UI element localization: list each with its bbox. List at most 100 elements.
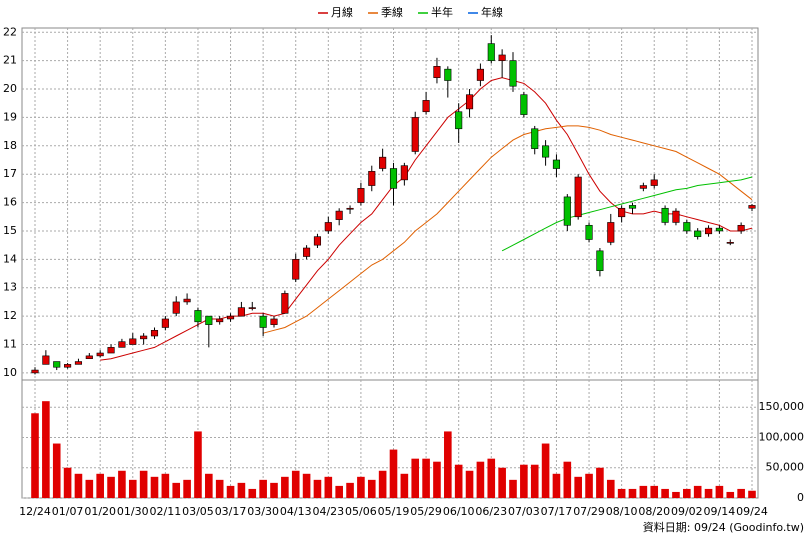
y-tick-label: 11 (3, 338, 17, 351)
candle-body (389, 168, 398, 189)
y-tick-label: 16 (3, 196, 17, 209)
x-tick-label: 03/17 (215, 505, 247, 518)
candle-body (42, 355, 50, 365)
candle-body (140, 335, 148, 340)
candle-body (324, 222, 332, 232)
volume-bar (585, 473, 593, 498)
volume-bar (172, 482, 181, 498)
volume-bar (498, 467, 506, 498)
candle-body (53, 361, 61, 368)
volume-bar (52, 443, 61, 498)
y-tick-label: 14 (3, 252, 17, 265)
candle-body (542, 145, 550, 158)
candle-body (400, 165, 408, 181)
x-tick-label: 05/29 (410, 505, 442, 518)
candle-body (129, 338, 137, 345)
volume-bar (661, 488, 669, 498)
candle-body (748, 205, 756, 209)
candle-body (574, 176, 582, 218)
x-tick-label: 09/24 (736, 505, 768, 518)
legend-label: 年線 (481, 5, 503, 19)
x-tick-label: 03/05 (182, 505, 214, 518)
candle-body (531, 128, 539, 149)
x-tick-label: 07/29 (573, 505, 605, 518)
candle-body (520, 94, 528, 115)
volume-bar (194, 431, 202, 498)
volume-bar (248, 488, 257, 498)
volume-bar (552, 473, 561, 498)
candle-body (596, 250, 604, 272)
x-tick-label: 12/24 (19, 505, 51, 518)
y-tick-label: 20 (3, 82, 17, 95)
volume-bar (737, 488, 745, 498)
volume-bar (465, 470, 474, 498)
volume-bar (520, 464, 528, 498)
volume-bar (346, 482, 354, 498)
volume-bar (74, 473, 83, 498)
volume-bar (628, 488, 637, 498)
candle-body (694, 230, 702, 237)
candle-body (248, 307, 256, 309)
volume-bar (617, 488, 626, 498)
candle-body (455, 111, 463, 130)
y-tick-label: 22 (3, 25, 17, 38)
candle-body (552, 159, 561, 169)
volume-bar (650, 485, 659, 498)
y-tick-label: 17 (3, 167, 17, 180)
x-tick-label: 07/17 (541, 505, 573, 518)
candle-body (194, 310, 202, 323)
candle-body (715, 227, 723, 232)
candle-body (313, 236, 322, 246)
volume-bar (389, 449, 398, 498)
volume-bar (422, 458, 430, 498)
volume-bar (715, 485, 724, 498)
volume-bar (574, 476, 582, 498)
candle-body (509, 60, 517, 87)
volume-bar (683, 488, 691, 498)
y-tick-label: 15 (3, 224, 17, 237)
x-tick-label: 06/23 (475, 505, 507, 518)
volume-bar (400, 473, 409, 498)
volume-bar (63, 467, 72, 498)
volume-bar (335, 485, 343, 498)
y-tick-label: 12 (3, 309, 17, 322)
volume-bar (237, 482, 246, 498)
volume-bar (215, 479, 224, 498)
volume-bar (411, 458, 420, 498)
y-tick-label: 13 (3, 281, 17, 294)
legend-label: 月線 (331, 5, 353, 19)
volume-bar (313, 479, 322, 498)
candle-body (357, 188, 365, 203)
x-tick-label: 04/13 (280, 505, 312, 518)
x-tick-label: 07/03 (508, 505, 540, 518)
volume-tick-label: 150,000 (759, 400, 805, 413)
plot-frame (21, 27, 759, 499)
x-tick-label: 02/11 (150, 505, 182, 518)
candle-body (150, 330, 159, 337)
volume-bar (563, 461, 572, 498)
volume-bar (639, 485, 648, 498)
volume-bar (183, 479, 191, 498)
volume-bar (302, 473, 311, 498)
candle-body (31, 369, 39, 374)
volume-bar (281, 476, 289, 498)
candle-body (704, 227, 713, 235)
candle-body (650, 179, 658, 186)
volume-bar (454, 464, 463, 498)
x-tick-label: 06/10 (443, 505, 475, 518)
x-tick-label: 01/20 (84, 505, 116, 518)
volume-bar (541, 443, 550, 498)
volume-bar (693, 485, 702, 498)
volume-bar (672, 491, 680, 498)
candle-body (292, 259, 300, 280)
candle-body (281, 293, 289, 314)
candle-body (205, 315, 213, 325)
volume-bar (476, 461, 485, 498)
candle-body (672, 210, 680, 223)
x-tick-label: 05/06 (345, 505, 377, 518)
y-tick-label: 21 (3, 54, 17, 67)
y-tick-label: 18 (3, 139, 17, 152)
y-tick-label: 19 (3, 110, 17, 123)
candle-body (498, 54, 506, 61)
candle-body (661, 207, 669, 223)
